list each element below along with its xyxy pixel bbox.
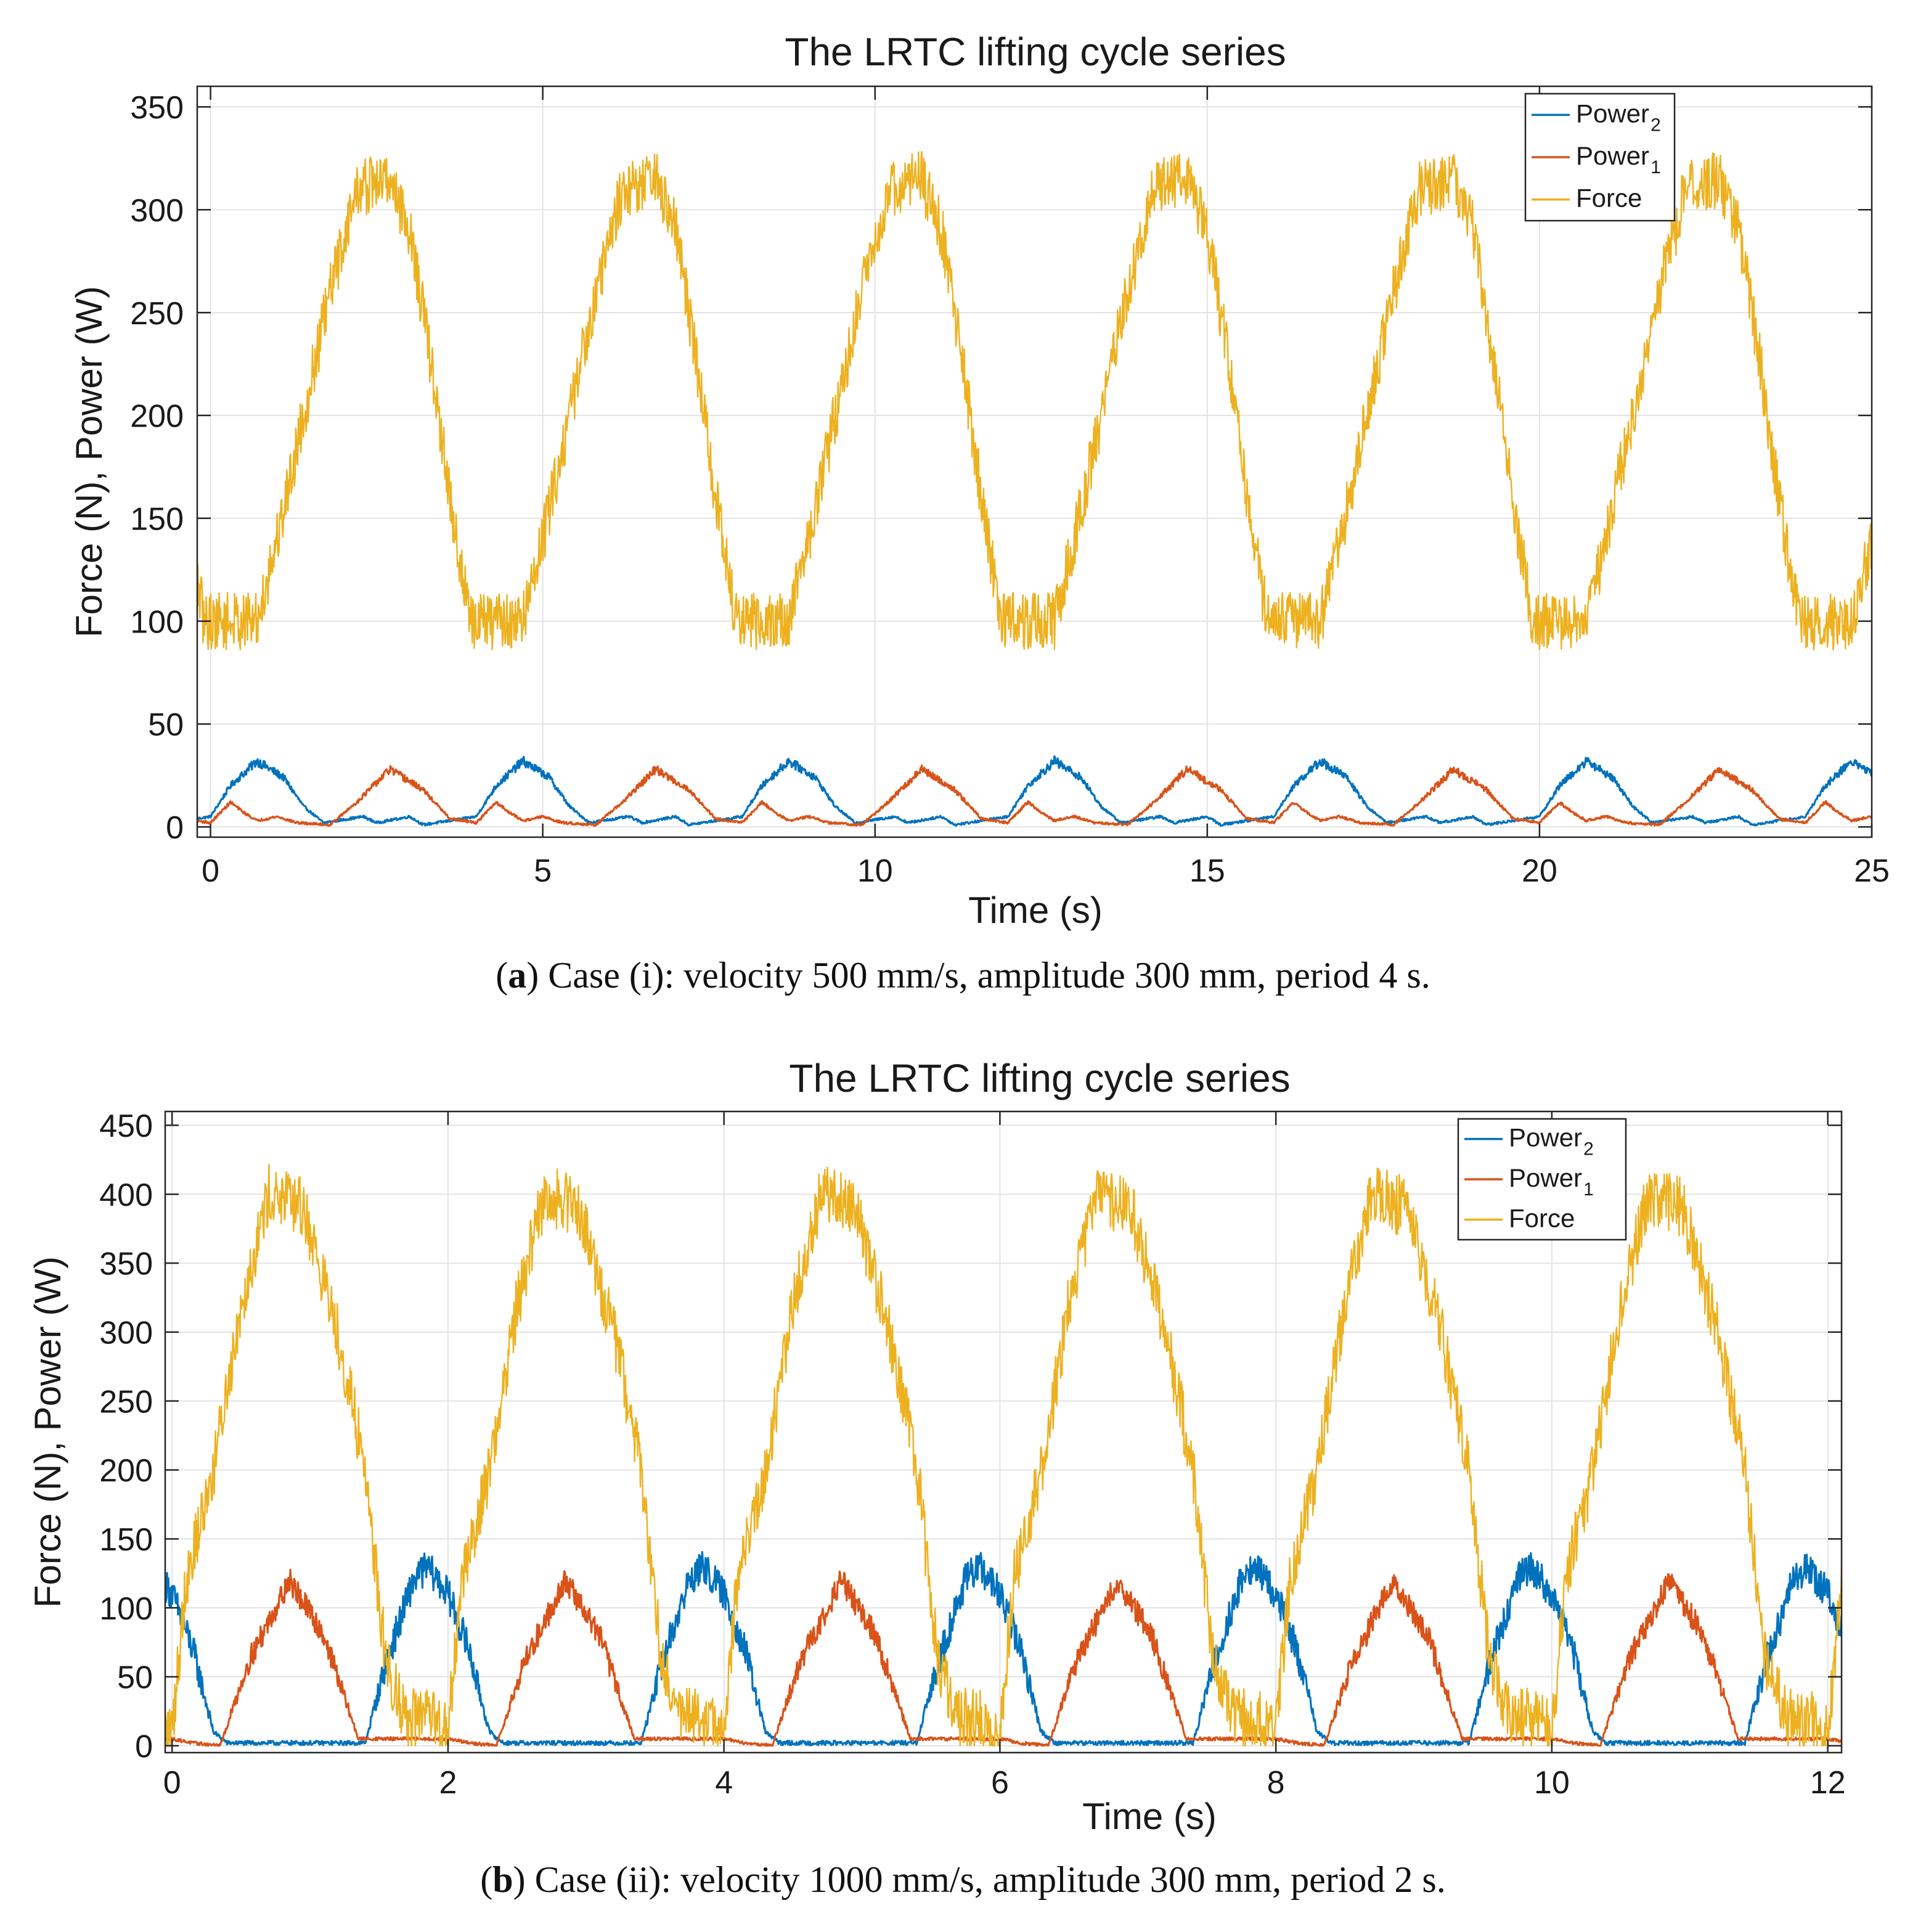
chart-b-ytick-label: 300 bbox=[99, 1316, 153, 1351]
chart-b-series-force bbox=[165, 1163, 1842, 1746]
chart-b-legend-sub-power1: 1 bbox=[1583, 1179, 1594, 1200]
chart-b-ylabel: Force (N), Power (W) bbox=[27, 1256, 68, 1608]
chart-b-ytick-label: 50 bbox=[117, 1660, 153, 1696]
chart-a-ytick-label: 250 bbox=[130, 296, 184, 332]
chart-a-series-force bbox=[197, 150, 1872, 651]
chart-a-series-power1 bbox=[197, 764, 1872, 827]
chart-b-plot-area bbox=[165, 1163, 1842, 1747]
chart-a: The LRTC lifting cycle series 0 5 10 15 20 25… bbox=[68, 30, 1890, 931]
chart-a-xtick-label: 5 bbox=[534, 853, 552, 889]
chart-a-ytick-label: 350 bbox=[130, 90, 184, 126]
caption-a: (a) Case (i): velocity 500 mm/s, amplitu… bbox=[496, 955, 1430, 996]
chart-b-ytick-label: 150 bbox=[99, 1522, 153, 1558]
chart-a-legend-label-force: Force bbox=[1576, 184, 1642, 213]
chart-b-ytick-label: 0 bbox=[135, 1729, 153, 1765]
chart-b-xtick-label: 0 bbox=[163, 1765, 181, 1801]
chart-a-ytick-label: 50 bbox=[148, 707, 184, 743]
chart-b-ytick-label: 200 bbox=[99, 1453, 153, 1489]
chart-b-legend-sub-power2: 2 bbox=[1583, 1139, 1594, 1160]
chart-a-ylabel: Force (N), Power (W) bbox=[68, 286, 110, 637]
caption-b: (b) Case (ii): velocity 1000 mm/s, ampli… bbox=[480, 1859, 1446, 1900]
chart-a-legend-label-power2: Power bbox=[1576, 99, 1649, 128]
chart-b-ytick-label: 400 bbox=[99, 1177, 153, 1213]
chart-b-legend-label-power1: Power bbox=[1509, 1163, 1582, 1192]
chart-b-xtick-label: 12 bbox=[1810, 1765, 1846, 1801]
chart-a-xtick-label: 10 bbox=[857, 853, 893, 889]
chart-b-xtick-label: 6 bbox=[991, 1765, 1009, 1801]
chart-b-legend-label-power2: Power bbox=[1509, 1123, 1582, 1152]
chart-b-xlabel: Time (s) bbox=[1082, 1796, 1217, 1837]
chart-b-series-power1 bbox=[165, 1568, 1842, 1747]
chart-a-ytick-label: 200 bbox=[130, 399, 184, 435]
caption-a-label: a bbox=[508, 955, 527, 996]
chart-a-plot-area bbox=[197, 150, 1872, 827]
chart-a-ytick-label: 100 bbox=[130, 604, 184, 640]
chart-b-xtick-label: 2 bbox=[439, 1765, 457, 1801]
chart-b-xtick-label: 4 bbox=[715, 1765, 733, 1801]
caption-b-text: Case (ii): velocity 1000 mm/s, amplitude… bbox=[534, 1859, 1446, 1900]
chart-a-ytick-label: 300 bbox=[130, 193, 184, 229]
chart-a-axes-frame bbox=[196, 85, 1873, 838]
chart-a-legend-sub-power2: 2 bbox=[1651, 115, 1661, 135]
chart-b-ytick-label: 350 bbox=[99, 1246, 153, 1282]
chart-b-xtick-label: 10 bbox=[1534, 1765, 1570, 1801]
chart-b-title: The LRTC lifting cycle series bbox=[789, 1056, 1290, 1100]
chart-a-legend-sub-power1: 1 bbox=[1651, 157, 1661, 178]
chart-a-xtick-label: 25 bbox=[1854, 853, 1890, 889]
chart-b-ytick-label: 450 bbox=[99, 1108, 153, 1144]
chart-a-xtick-label: 0 bbox=[202, 853, 219, 889]
chart-b-xtick-label: 8 bbox=[1267, 1765, 1285, 1801]
chart-a-series-power2 bbox=[197, 755, 1872, 827]
chart-b: The LRTC lifting cycle series 0 2 4 6 8 10 120… bbox=[27, 1056, 1846, 1837]
chart-a-ytick-label: 0 bbox=[166, 810, 184, 846]
chart-a-ytick-label: 150 bbox=[130, 501, 184, 537]
caption-b-label: b bbox=[492, 1859, 513, 1900]
chart-a-xtick-label: 20 bbox=[1522, 853, 1557, 889]
chart-a-xlabel: Time (s) bbox=[968, 890, 1103, 931]
chart-b-grid bbox=[165, 1111, 1842, 1753]
caption-a-text: Case (i): velocity 500 mm/s, amplitude 3… bbox=[548, 955, 1430, 996]
chart-a-title: The LRTC lifting cycle series bbox=[785, 30, 1286, 74]
chart-b-axes-frame bbox=[164, 1110, 1843, 1754]
chart-b-legend-label-force: Force bbox=[1509, 1203, 1575, 1232]
chart-a-legend-label-power1: Power bbox=[1576, 141, 1649, 170]
chart-b-ytick-label: 100 bbox=[99, 1591, 153, 1627]
chart-a-xtick-label: 15 bbox=[1189, 853, 1225, 889]
chart-b-ytick-label: 250 bbox=[99, 1384, 153, 1420]
